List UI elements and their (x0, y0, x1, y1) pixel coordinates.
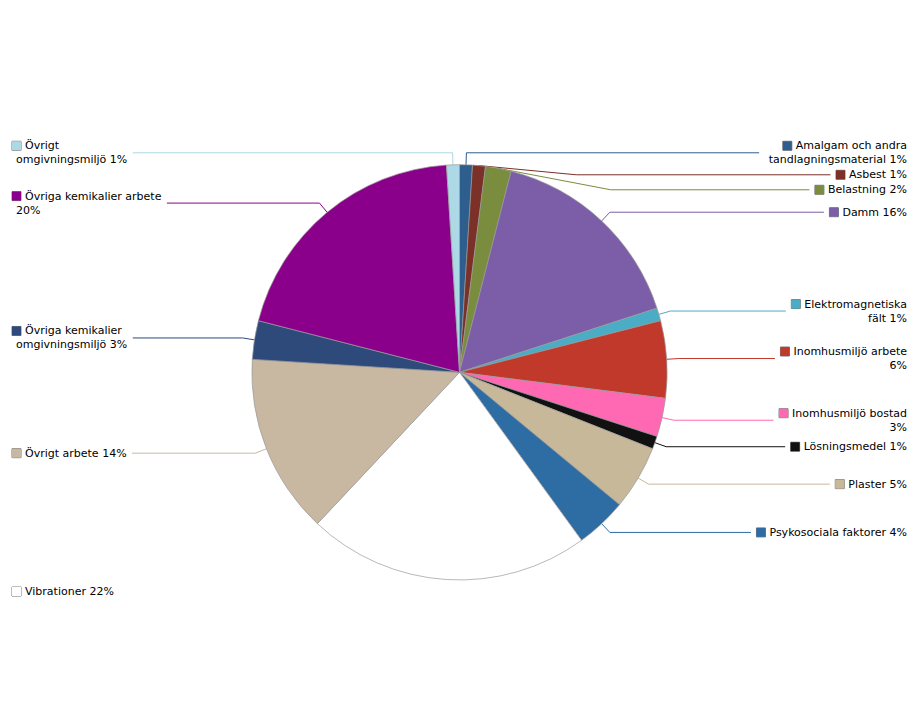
svg-text:20%: 20% (16, 204, 40, 217)
svg-text:Övrigt arbete 14%: Övrigt arbete 14% (25, 447, 127, 460)
svg-text:Inomhusmiljö arbete: Inomhusmiljö arbete (793, 345, 907, 358)
svg-text:Elektromagnetiska: Elektromagnetiska (804, 298, 907, 311)
svg-text:omgivningsmiljö 3%: omgivningsmiljö 3% (16, 338, 127, 351)
svg-text:Damm 16%: Damm 16% (842, 206, 907, 219)
svg-text:fält 1%: fält 1% (868, 312, 907, 325)
svg-text:Vibrationer 22%: Vibrationer 22% (25, 585, 114, 598)
svg-text:Asbest 1%: Asbest 1% (849, 168, 907, 181)
svg-text:Övriga kemikalier: Övriga kemikalier (25, 324, 122, 337)
svg-text:Lösningsmedel 1%: Lösningsmedel 1% (804, 440, 907, 453)
svg-text:Inomhusmiljö bostad: Inomhusmiljö bostad (792, 407, 907, 420)
svg-text:Psykosociala faktorer 4%: Psykosociala faktorer 4% (769, 526, 907, 539)
svg-text:Övrigt: Övrigt (25, 139, 60, 152)
svg-text:omgivningsmiljö 1%: omgivningsmiljö 1% (16, 153, 127, 166)
svg-text:3%: 3% (890, 421, 907, 434)
svg-text:Plaster 5%: Plaster 5% (848, 478, 907, 491)
svg-text:Belastning 2%: Belastning 2% (828, 183, 907, 196)
svg-text:Övriga kemikalier arbete: Övriga kemikalier arbete (25, 190, 162, 203)
svg-text:tandlagningsmaterial 1%: tandlagningsmaterial 1% (769, 153, 907, 166)
svg-text:Amalgam och andra: Amalgam och andra (796, 139, 907, 152)
svg-text:6%: 6% (890, 359, 907, 372)
